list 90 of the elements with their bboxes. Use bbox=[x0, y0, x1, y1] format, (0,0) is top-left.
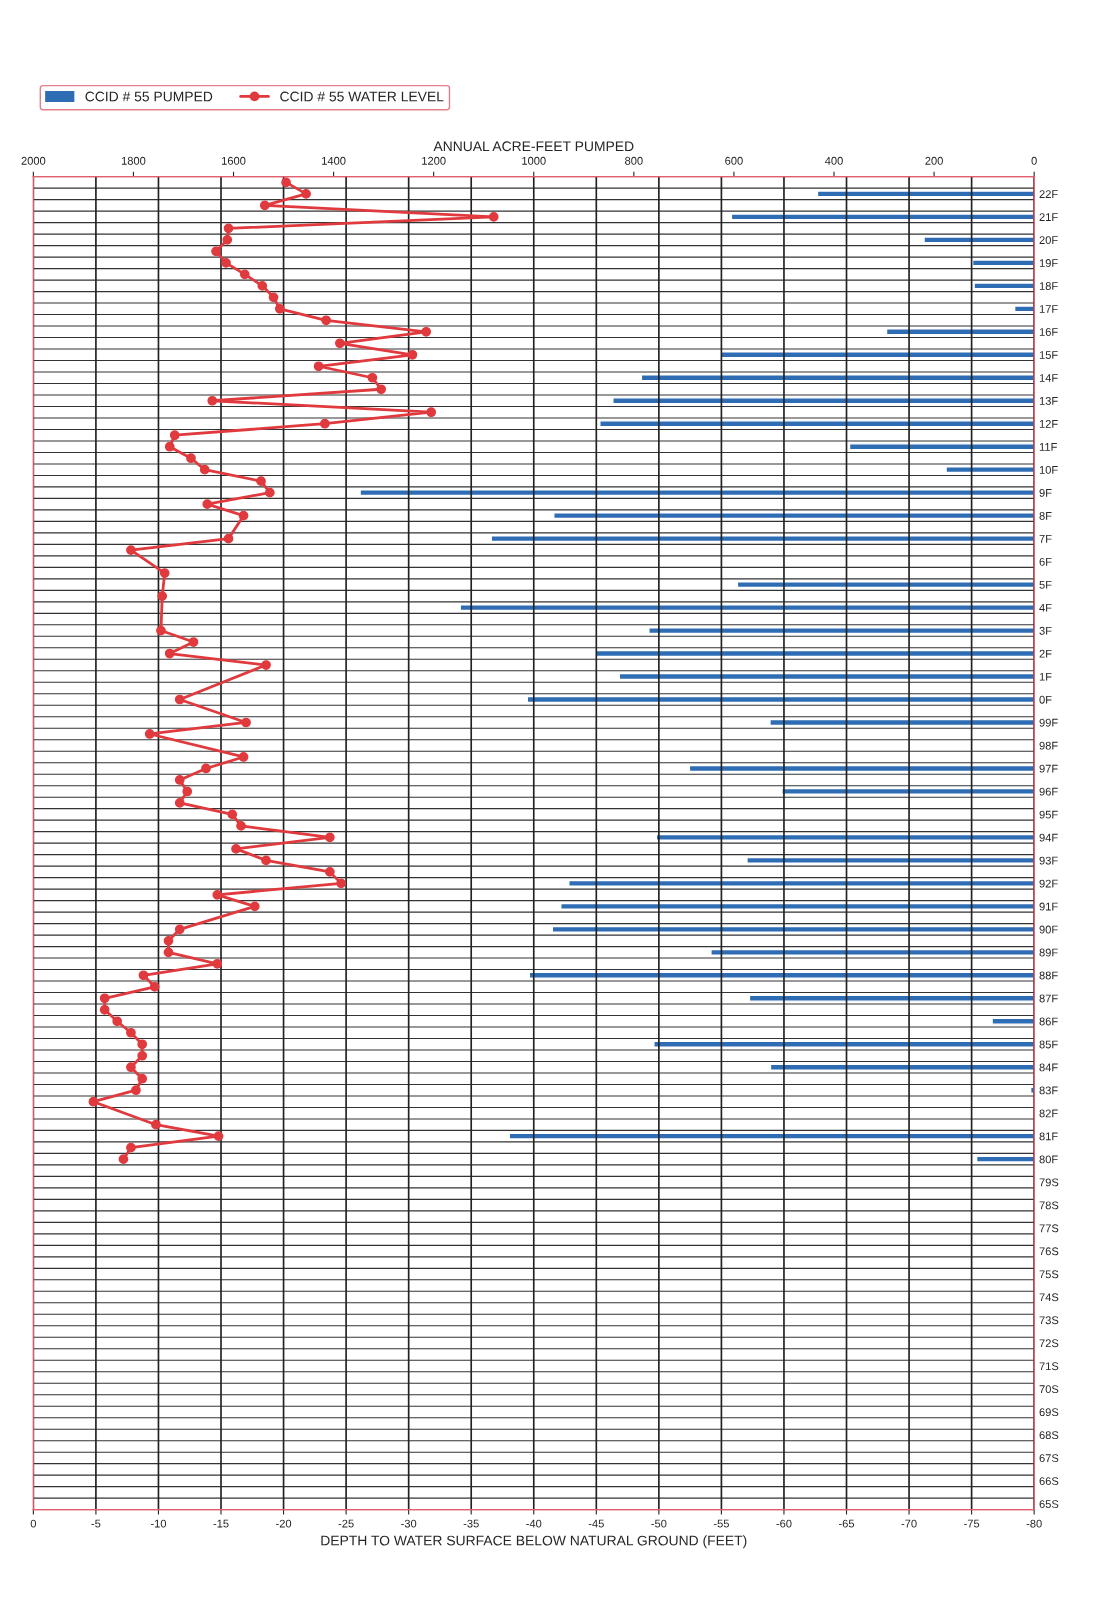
x-tick-label: -10 bbox=[150, 1519, 167, 1528]
x-axis-title: DEPTH TO WATER SURFACE BELOW NATURAL GROUND (FEET) bbox=[321, 1535, 747, 1549]
x2-tick-label: 200 bbox=[925, 156, 943, 165]
y-tick-label: 65S bbox=[1039, 1500, 1059, 1509]
y-tick-label: 6F bbox=[1039, 557, 1052, 566]
y-tick-label: 72S bbox=[1039, 1339, 1059, 1348]
x2-tick-label: 2000 bbox=[21, 156, 46, 165]
x-tick-label: -45 bbox=[588, 1519, 604, 1528]
y-tick-label: 67S bbox=[1039, 1454, 1059, 1463]
y-tick-label: 83F bbox=[1039, 1086, 1058, 1095]
y-tick-label: 78S bbox=[1039, 1201, 1059, 1210]
y-tick-label: 79S bbox=[1039, 1178, 1059, 1187]
y-tick-label: 0F bbox=[1039, 695, 1052, 704]
y-tick-label: 14F bbox=[1039, 374, 1058, 382]
y-tick-label: 18F bbox=[1039, 282, 1058, 290]
x2-tick-label: 1400 bbox=[322, 156, 346, 165]
y-tick-label: 93F bbox=[1039, 856, 1058, 865]
y-tick-label: 19F bbox=[1039, 259, 1058, 267]
y-tick-label: 8F bbox=[1039, 511, 1052, 520]
y-tick-label: 5F bbox=[1039, 580, 1052, 589]
x-tick-label: -55 bbox=[713, 1519, 729, 1528]
y-tick-label: 75S bbox=[1039, 1270, 1059, 1279]
y-tick-label: 74S bbox=[1039, 1293, 1059, 1302]
y-tick-label: 21F bbox=[1039, 213, 1058, 221]
x-tick-label: -50 bbox=[651, 1519, 667, 1528]
x-tick-label: -30 bbox=[401, 1519, 417, 1528]
y-tick-label: 95F bbox=[1039, 810, 1058, 819]
y-tick-label: 92F bbox=[1039, 879, 1058, 888]
x2-tick-label: 0 bbox=[1031, 156, 1037, 165]
x-tick-label: -20 bbox=[276, 1519, 292, 1528]
y-tick-label: 87F bbox=[1039, 994, 1058, 1003]
y-tick-label: 1F bbox=[1039, 672, 1052, 681]
y-tick-label: 22F bbox=[1039, 190, 1058, 198]
y-tick-label: 4F bbox=[1039, 603, 1052, 612]
y-tick-label: 85F bbox=[1039, 1040, 1058, 1049]
y-tick-label: 82F bbox=[1039, 1109, 1058, 1118]
y-tick-label: 66S bbox=[1039, 1477, 1059, 1486]
x-tick-label: -60 bbox=[776, 1519, 792, 1528]
y-tick-label: 77S bbox=[1039, 1224, 1059, 1233]
y-tick-label: 99F bbox=[1039, 718, 1058, 727]
x-tick-label: -25 bbox=[338, 1519, 354, 1528]
y-tick-label: 90F bbox=[1039, 925, 1058, 934]
x-tick-label: -70 bbox=[901, 1519, 917, 1528]
y-tick-label: 12F bbox=[1039, 419, 1058, 428]
y-tick-label: 69S bbox=[1039, 1408, 1059, 1417]
y-tick-label: 7F bbox=[1039, 535, 1052, 543]
x-tick-label: -75 bbox=[964, 1519, 980, 1528]
y-tick-label: 96F bbox=[1039, 787, 1058, 796]
x-tick-label: -35 bbox=[463, 1519, 479, 1528]
legend-label: CCID # 55 PUMPED bbox=[85, 91, 213, 102]
y-tick-label: 10F bbox=[1039, 465, 1058, 474]
y-tick-label: 20F bbox=[1039, 236, 1058, 244]
x-tick-label: -15 bbox=[213, 1519, 229, 1528]
x2-tick-label: 1200 bbox=[422, 156, 446, 165]
y-tick-label: 68S bbox=[1039, 1431, 1059, 1440]
y-tick-label: 88F bbox=[1039, 971, 1058, 980]
x-tick-label: 0 bbox=[30, 1519, 37, 1528]
y-tick-label: 89F bbox=[1039, 948, 1058, 957]
x2-tick-label: 1800 bbox=[121, 156, 146, 165]
y-tick-label: 11F bbox=[1039, 443, 1057, 451]
y-tick-label: 9F bbox=[1039, 488, 1052, 497]
y-tick-label: 17F bbox=[1039, 305, 1058, 313]
y-tick-label: 3F bbox=[1039, 626, 1052, 635]
x-tick-label: -40 bbox=[526, 1519, 542, 1528]
y-tick-label: 81F bbox=[1039, 1132, 1058, 1141]
y-tick-label: 2F bbox=[1039, 649, 1052, 658]
y-tick-label: 13F bbox=[1039, 397, 1058, 405]
y-tick-label: 84F bbox=[1039, 1063, 1058, 1072]
x2-tick-label: 800 bbox=[625, 156, 643, 165]
x2-axis-title: ANNUAL ACRE-FEET PUMPED bbox=[433, 141, 634, 152]
y-tick-label: 97F bbox=[1039, 764, 1058, 773]
x2-tick-label: 1600 bbox=[222, 156, 246, 165]
y-tick-label: 73S bbox=[1039, 1316, 1059, 1325]
x2-tick-label: 600 bbox=[725, 156, 743, 165]
x-tick-label: -80 bbox=[1026, 1519, 1042, 1528]
legend-label: CCID # 55 WATER LEVEL bbox=[280, 91, 444, 102]
y-tick-label: 15F bbox=[1039, 351, 1058, 359]
x-tick-label: -5 bbox=[91, 1519, 101, 1528]
y-tick-label: 76S bbox=[1039, 1247, 1059, 1256]
y-tick-label: 70S bbox=[1039, 1385, 1059, 1394]
x2-tick-label: 400 bbox=[824, 156, 843, 165]
y-tick-label: 86F bbox=[1039, 1017, 1058, 1026]
y-tick-label: 98F bbox=[1039, 741, 1058, 750]
y-tick-label: 91F bbox=[1039, 902, 1058, 911]
x-tick-label: -65 bbox=[838, 1519, 855, 1528]
y-tick-label: 94F bbox=[1039, 833, 1058, 842]
y-tick-label: 16F bbox=[1039, 328, 1058, 336]
y-tick-label: 80F bbox=[1039, 1155, 1058, 1164]
x2-tick-label: 1000 bbox=[522, 156, 546, 165]
y-tick-label: 71S bbox=[1039, 1362, 1059, 1371]
